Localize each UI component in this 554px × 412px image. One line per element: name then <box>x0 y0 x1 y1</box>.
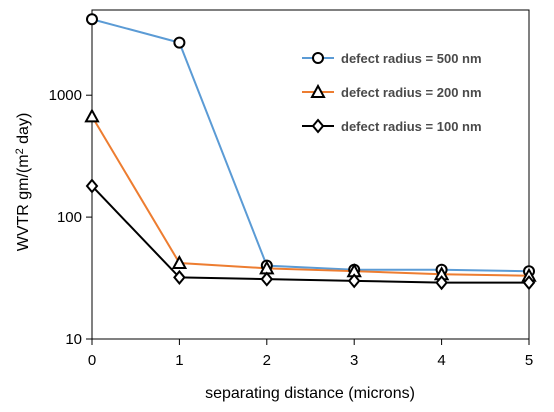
x-tick-label: 2 <box>263 352 271 369</box>
x-tick-label: 0 <box>88 352 96 369</box>
plot-frame <box>91 9 530 340</box>
data-point-diamond <box>260 271 274 287</box>
y-axis-title: WVTR gm/(m2 day) <box>14 113 32 252</box>
y-tick-label: 100 <box>57 209 82 226</box>
data-point-triangle <box>84 108 100 123</box>
series-line-diamond <box>91 185 529 284</box>
y-tick-label: 1000 <box>49 87 82 104</box>
data-point-diamond <box>435 275 448 291</box>
legend-marker-diamond <box>311 118 325 134</box>
x-tick-label: 3 <box>350 352 358 369</box>
legend-marker-circle <box>312 52 324 64</box>
y-axis-title-part: day) <box>15 113 32 149</box>
plot-area: 10 100 1000 0 1 2 3 4 5 defect radius = 500 nm def… <box>49 9 537 369</box>
x-tick-label: 4 <box>437 352 445 369</box>
x-axis-title: separating distance (microns) <box>205 385 415 402</box>
series-line-circle <box>91 18 530 273</box>
legend-label: defect radius = 200 nm <box>341 85 482 100</box>
series-line-triangle <box>91 115 530 277</box>
data-point-diamond <box>85 178 99 194</box>
y-tick-label: 10 <box>65 331 82 348</box>
y-axis-title-part: WVTR gm/(m <box>15 154 32 251</box>
data-point-diamond <box>522 275 536 291</box>
legend-label: defect radius = 100 nm <box>341 119 482 134</box>
legend-marker-triangle <box>310 83 326 98</box>
data-point-triangle <box>171 254 188 270</box>
x-tick-label: 1 <box>175 352 183 369</box>
data-point-circle <box>86 13 98 26</box>
data-point-diamond <box>347 273 361 289</box>
data-point-circle <box>173 36 186 49</box>
y-axis-title-superscript: 2 <box>14 148 26 154</box>
data-point-diamond <box>173 269 186 285</box>
x-tick-label: 5 <box>525 352 533 369</box>
legend-label: defect radius = 500 nm <box>341 51 482 66</box>
